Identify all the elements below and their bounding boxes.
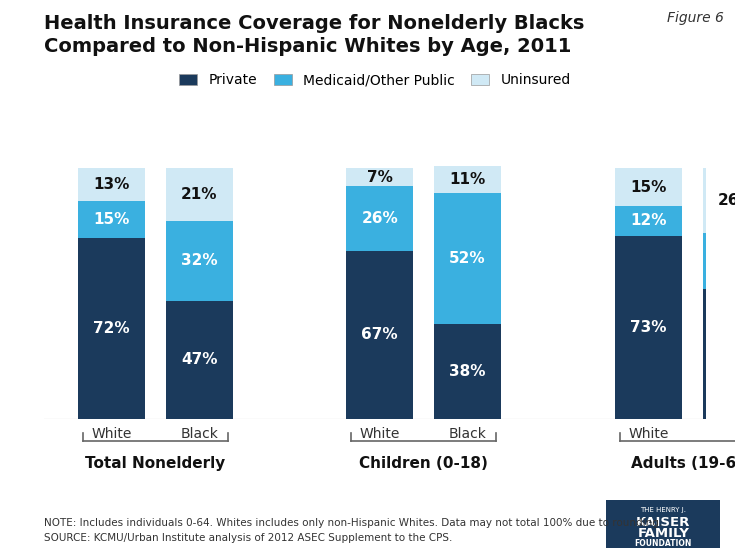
Text: FAMILY: FAMILY [637, 527, 689, 540]
Bar [703, 289, 735, 419]
Bar [346, 168, 413, 186]
Text: 13%: 13% [93, 177, 129, 192]
Text: Adults (19-64): Adults (19-64) [631, 456, 735, 471]
Text: 72%: 72% [93, 321, 129, 336]
Bar [165, 221, 233, 301]
Text: 12%: 12% [630, 213, 667, 229]
Bar [78, 239, 145, 419]
Text: 52%: 52% [449, 251, 486, 266]
Text: Children (0-18): Children (0-18) [359, 456, 488, 471]
Text: KAISER: KAISER [637, 516, 690, 528]
Bar [346, 186, 413, 251]
Text: Figure 6: Figure 6 [667, 11, 724, 25]
Bar [614, 236, 682, 419]
Text: FOUNDATION: FOUNDATION [634, 539, 692, 548]
Text: 67%: 67% [362, 327, 398, 342]
Bar [434, 166, 501, 193]
Text: NOTE: Includes individuals 0-64. Whites includes only non-Hispanic Whites. Data : NOTE: Includes individuals 0-64. Whites … [44, 518, 662, 528]
Text: 15%: 15% [93, 212, 129, 227]
Bar [165, 301, 233, 419]
Text: Total Nonelderly: Total Nonelderly [85, 456, 226, 471]
Text: 11%: 11% [450, 172, 486, 187]
Text: 15%: 15% [630, 180, 667, 195]
Bar [703, 168, 735, 234]
Text: 7%: 7% [367, 170, 392, 185]
Text: 38%: 38% [449, 364, 486, 379]
Bar [614, 168, 682, 206]
Text: 26%: 26% [718, 193, 735, 208]
Text: 32%: 32% [181, 253, 218, 268]
Bar [614, 206, 682, 236]
Legend: Private, Medicaid/Other Public, Uninsured: Private, Medicaid/Other Public, Uninsure… [173, 68, 576, 93]
Text: 22%: 22% [718, 253, 735, 268]
Bar [703, 234, 735, 289]
Bar [78, 201, 145, 239]
Bar [346, 251, 413, 419]
Text: 47%: 47% [181, 353, 218, 368]
Text: 52%: 52% [718, 346, 735, 361]
Bar [434, 193, 501, 323]
Text: SOURCE: KCMU/Urban Institute analysis of 2012 ASEC Supplement to the CPS.: SOURCE: KCMU/Urban Institute analysis of… [44, 533, 453, 543]
Bar [78, 168, 145, 201]
Text: 73%: 73% [630, 320, 667, 335]
Bar [165, 168, 233, 221]
Bar [434, 323, 501, 419]
Text: Health Insurance Coverage for Nonelderly Blacks
Compared to Non-Hispanic Whites : Health Insurance Coverage for Nonelderly… [44, 14, 584, 56]
Text: 21%: 21% [181, 187, 218, 202]
Text: 26%: 26% [362, 211, 398, 226]
Text: THE HENRY J.: THE HENRY J. [640, 507, 686, 514]
